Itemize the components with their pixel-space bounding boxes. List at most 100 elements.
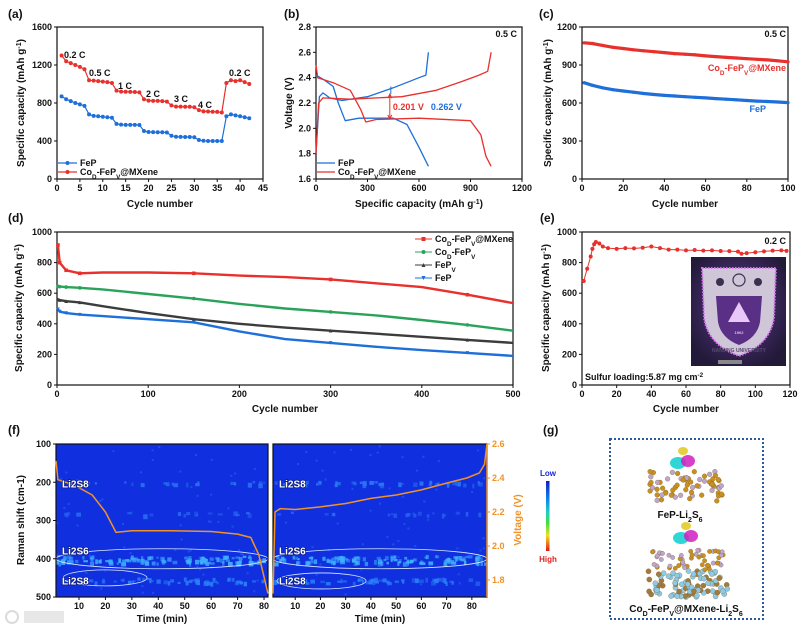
heatmap-spot [372,581,376,586]
heatmap-spot [189,562,192,567]
heatmap-spot [177,512,182,516]
heatmap-spot [205,562,210,566]
heatmap-spot [130,557,133,562]
heatmap-spot [252,580,256,583]
heatmap-spot [191,579,196,582]
x-tick-label: 0 [54,183,59,193]
heatmap-spot [230,474,233,477]
sulfur-atoms [678,447,688,455]
band-label-right: Li2S8 [279,577,306,588]
heatmap-spot [227,507,230,510]
data-point [734,98,739,102]
heatmap-spot [435,488,438,491]
heatmap-spot [238,559,242,563]
heatmap-spot [443,562,448,567]
rate-annotation: 2 C [146,89,161,99]
heatmap-spot [369,481,374,485]
heatmap-spot [90,561,95,566]
heatmap-spot [336,558,340,563]
heatmap-spot [141,585,144,588]
heatmap-spot [468,555,473,559]
data-point [692,248,697,253]
heatmap-spot [334,556,339,559]
panel-label-c: (c) [539,7,554,21]
heatmap-spot [342,580,347,583]
heatmap-spot [58,562,62,567]
data-point [784,248,789,253]
inset-photo-nanjing-university-logo: 1902 NANJING UNIVERSITY [691,257,786,366]
heatmap-spot [235,513,240,517]
heatmap-spot [446,483,450,488]
atom [658,557,664,562]
voltage-tick-label: 2.2 [492,507,505,517]
heatmap-spot [445,581,448,587]
x-tick-label: 25 [166,183,176,193]
heatmap-spot [194,578,200,583]
heatmap-spot [477,449,480,452]
heatmap-spot [373,481,378,484]
atom [654,497,660,503]
data-point [776,59,780,63]
heatmap-spot [361,579,365,584]
data-point [109,115,114,120]
atom [707,549,712,554]
heatmap-spot [216,557,220,563]
tree-icon [728,302,750,322]
heatmap-spot [195,483,200,487]
data-point [178,104,183,109]
atom [714,498,720,504]
atom [678,553,684,558]
heatmap-spot [482,547,485,550]
data-point [765,58,770,62]
x-tick-label: 15 [121,183,131,193]
heatmap-spot [407,513,411,517]
heatmap-spot [479,549,482,552]
heatmap-spot [143,514,148,520]
heatmap-spot [196,565,199,568]
atom [668,492,674,498]
heatmap-spot [401,483,404,485]
data-point [215,139,220,143]
data-point [160,130,165,135]
data-point [64,311,68,315]
panel-label-g: (g) [543,423,558,437]
heatmap-spot [351,487,354,490]
heatmap-spot [78,482,83,487]
heatmap-spot [397,540,400,542]
heatmap-spot [374,559,377,565]
x-axis-label: Time (min) [137,614,187,625]
heatmap-spot [253,590,256,593]
heatmap-spot [140,483,145,488]
atom [690,485,696,491]
heatmap-spot [359,481,364,484]
heatmap-spot [281,558,286,561]
heatmap-spot [160,556,165,562]
data-point [421,237,426,241]
heatmap-spot [161,560,167,564]
heatmap-spot [374,577,379,581]
data-point [328,341,333,345]
heatmap-spot [240,553,243,556]
data-point [765,99,770,104]
heatmap-spot [340,578,343,584]
heatmap-spot [116,562,119,565]
y-tick-label: 1000 [32,227,52,237]
heatmap-spot [253,467,256,470]
heatmap-spot [118,559,122,564]
heatmap-spot [163,580,168,585]
data-point [196,138,201,143]
band-label-left: Li2S8 [62,479,89,490]
heatmap-spot [374,580,379,584]
y-tick-label: 1.8 [298,149,311,159]
sulfur-atoms [681,522,691,530]
heatmap-spot [204,559,209,564]
heatmap-spot [247,513,252,519]
heatmap-spot [290,511,294,515]
atom [648,474,654,480]
y-tick-label: 0 [47,174,52,184]
heatmap-spot [452,481,457,486]
heatmap-spot [94,581,98,587]
heatmap-spot [404,556,408,560]
data-point [675,247,680,252]
heatmap-spot [382,578,387,583]
